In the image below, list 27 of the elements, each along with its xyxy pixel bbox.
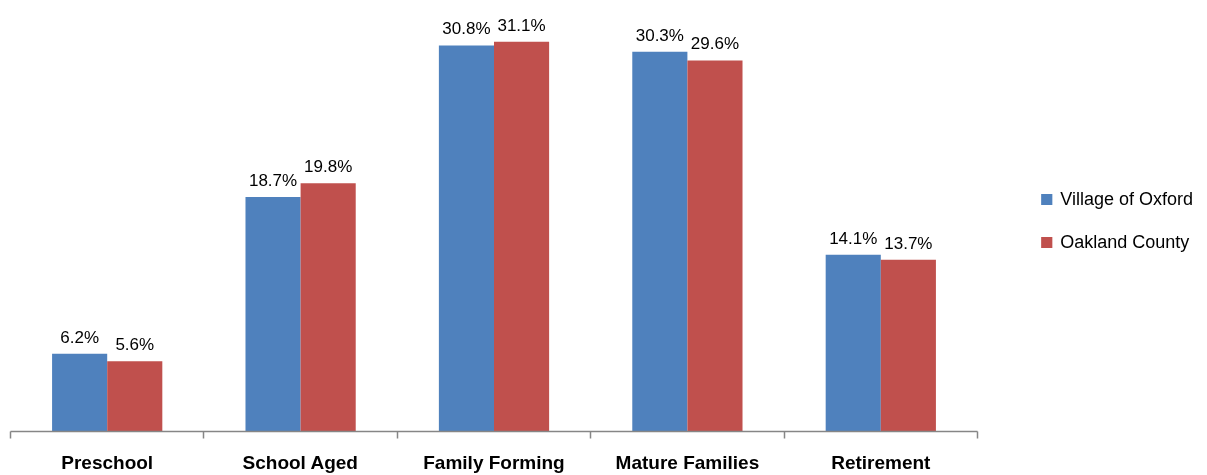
data-label: 6.2% <box>60 327 100 347</box>
legend-label: Oakland County <box>1060 231 1190 253</box>
data-label: 31.1% <box>497 15 546 35</box>
bar <box>880 259 936 432</box>
data-label: 13.7% <box>884 233 933 253</box>
data-label: 14.1% <box>829 228 878 248</box>
bar <box>687 60 743 432</box>
data-label: 30.3% <box>635 25 684 45</box>
bar <box>300 183 356 432</box>
bar <box>494 41 550 432</box>
x-tick-label: Preschool <box>61 451 154 473</box>
bar <box>825 254 881 432</box>
bar <box>107 361 163 432</box>
data-label: 18.7% <box>248 171 298 191</box>
data-label: 29.6% <box>690 34 740 54</box>
data-label: 5.6% <box>115 335 155 355</box>
data-label: 30.8% <box>442 19 491 39</box>
data-label: 19.8% <box>304 157 353 177</box>
x-tick-label: Family Forming <box>423 451 565 473</box>
legend-label: Village of Oxford <box>1060 188 1193 210</box>
bar <box>245 197 301 432</box>
bar <box>52 353 108 432</box>
x-tick-label: Mature Families <box>615 451 760 473</box>
bar <box>632 51 688 432</box>
x-tick-label: Retirement <box>831 451 932 473</box>
x-tick-label: School Aged <box>242 451 358 473</box>
bar <box>438 45 494 432</box>
